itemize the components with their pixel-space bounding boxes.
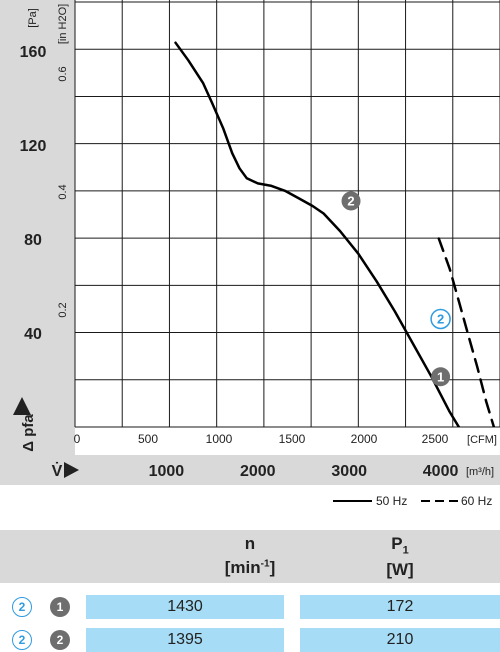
cell-p1: 172 — [300, 595, 500, 619]
y2-tick-label: 0.4 — [57, 184, 69, 199]
cell-p1: 210 — [300, 628, 500, 652]
cell-n: 1430 — [86, 595, 284, 619]
y-tick-label: 120 — [20, 138, 47, 155]
y-tick-label: 80 — [24, 232, 42, 249]
y-tick-label: 160 — [20, 44, 47, 61]
table-header: n [min-1] P1 [W] — [0, 530, 500, 583]
header-p1: P1 [W] — [350, 534, 450, 580]
grid — [74, 0, 500, 428]
operating-point-marker — [430, 308, 451, 330]
badge-60hz-point: 2 — [12, 597, 32, 617]
header-n: n [min-1] — [200, 534, 300, 578]
x-tick-label: 4000 — [423, 463, 459, 480]
header-p1-symbol: P1 — [350, 534, 450, 560]
header-n-symbol: n — [244, 534, 256, 553]
header-p1-unit: [W] — [386, 560, 414, 580]
x2-tick-label: 500 — [138, 432, 158, 446]
operating-points: 1 2 2 — [341, 191, 451, 387]
cell-n: 1395 — [86, 628, 284, 652]
operating-point-label: 2 — [347, 193, 354, 208]
badge-60hz-point: 2 — [12, 630, 32, 650]
x2-tick-label: 2000 — [351, 432, 378, 446]
header-n-unit-post: ] — [269, 557, 276, 577]
plot-area — [75, 0, 500, 427]
y-axis-arrow-icon — [13, 397, 31, 415]
x-tick-label: 3000 — [331, 463, 367, 480]
y2-tick-label: 0.6 — [57, 66, 69, 81]
operating-point-label: 1 — [437, 369, 444, 384]
operating-point-marker — [431, 367, 451, 387]
fan-curve-chart: 1 2 2 40 80 120 160 [Pa] 0.2 0.4 0.6 [in H2O] Δ pfa… — [0, 0, 500, 508]
header-p1-sub: 1 — [402, 544, 409, 557]
x-axis-arrow-icon — [64, 462, 79, 478]
left-axis-band — [0, 0, 75, 455]
y2-unit-label: [in H2O] — [57, 4, 69, 44]
x-tick-label: 1000 — [149, 463, 185, 480]
operating-point-marker — [341, 191, 361, 211]
series-line-60hz — [437, 237, 496, 427]
legend-label-60hz: 60 Hz — [461, 494, 492, 508]
header-n-unit-sup: -1 — [260, 558, 270, 569]
curves — [174, 41, 496, 427]
badge-50hz-point: 1 — [50, 597, 70, 617]
x2-tick-label: 1500 — [279, 432, 306, 446]
y-tick-label: 40 — [24, 326, 42, 343]
operating-point-label: 2 — [437, 311, 444, 326]
header-n-unit: [min-1] — [225, 558, 275, 577]
y-unit-label: [Pa] — [27, 8, 39, 28]
header-n-unit-pre: [min — [224, 557, 261, 577]
axis-labels: 40 80 120 160 [Pa] 0.2 0.4 0.6 [in H2O] Δ pfa 0 500… — [13, 4, 497, 480]
y2-tick-label: 0.2 — [57, 302, 69, 317]
x-unit-label: [m³/h] — [466, 466, 494, 478]
y-axis-symbol: Δ pfa — [20, 414, 37, 452]
legend: 50 Hz 60 Hz — [333, 494, 492, 508]
legend-label-50hz: 50 Hz — [376, 494, 407, 508]
x2-tick-label: 0 — [74, 432, 81, 446]
table-row: 2 2 1395 210 — [0, 628, 500, 652]
x2-unit-label: [CFM] — [467, 434, 497, 446]
x-axis-symbol: V̇ — [52, 462, 63, 480]
header-p1-letter: P — [391, 534, 403, 553]
table-row: 2 1 1430 172 — [0, 595, 500, 619]
bottom-axis-band — [0, 455, 500, 485]
series-line-50hz — [174, 41, 461, 427]
x2-tick-label: 2500 — [422, 432, 449, 446]
x2-tick-label: 1000 — [206, 432, 233, 446]
x-tick-label: 2000 — [240, 463, 276, 480]
badge-50hz-point: 2 — [50, 630, 70, 650]
